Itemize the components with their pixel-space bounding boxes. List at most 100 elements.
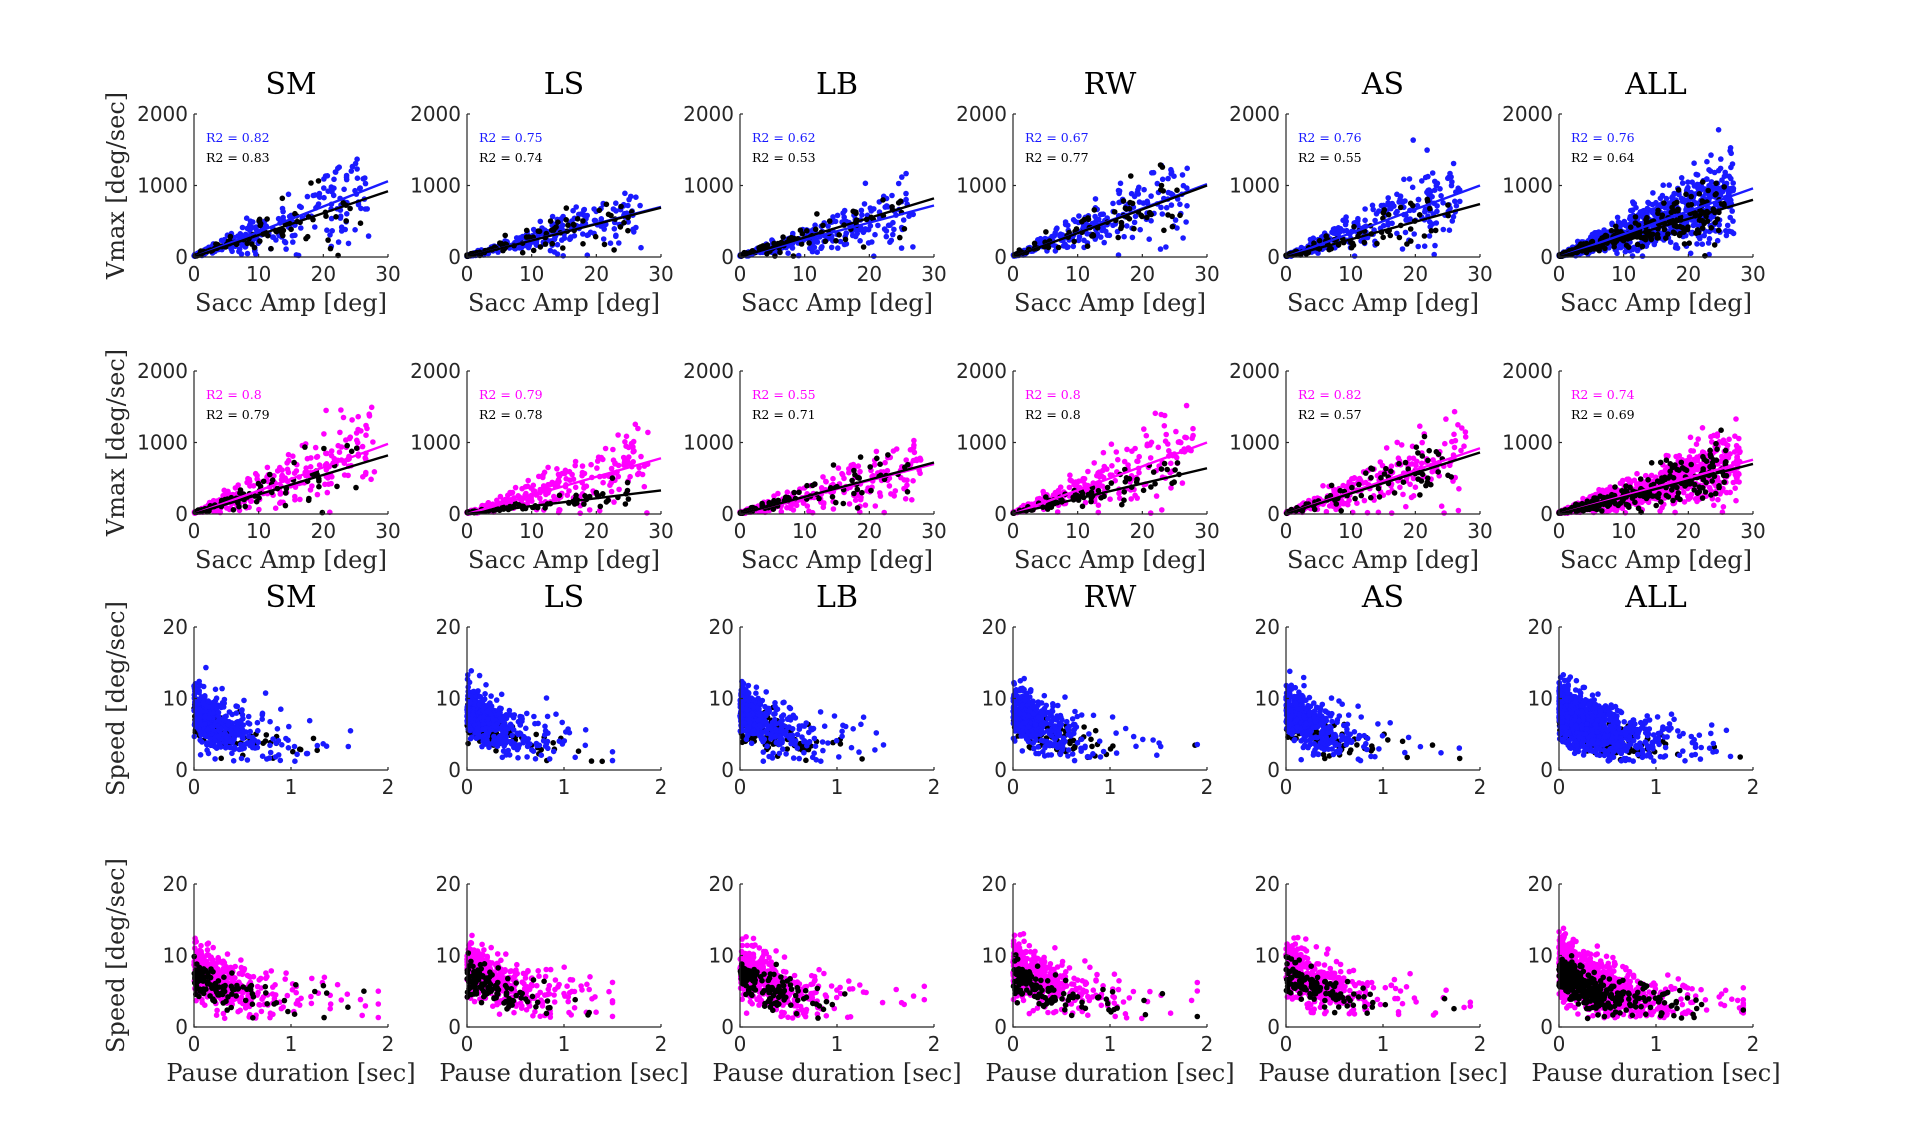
color-series-point — [337, 215, 344, 221]
color-series-point — [623, 433, 630, 440]
color-series-point — [1706, 167, 1712, 173]
color-series-point — [581, 206, 588, 213]
color-series-point — [865, 240, 872, 246]
black-series-point — [1383, 465, 1389, 472]
black-series-point — [1435, 451, 1442, 458]
color-series-point — [1184, 185, 1190, 191]
color-series-point — [612, 460, 618, 466]
black-series-point — [1333, 501, 1340, 507]
color-series-point — [1092, 196, 1099, 202]
color-series-point — [1639, 253, 1646, 259]
black-series-point — [1073, 226, 1080, 232]
black-series-point — [253, 498, 260, 505]
color-series-point — [622, 459, 629, 466]
color-series-point — [812, 222, 818, 228]
color-series-point — [1431, 187, 1438, 193]
r2-black-label: R2 = 0.57 — [1298, 407, 1362, 422]
color-series-point — [312, 192, 319, 198]
color-series-point — [314, 491, 321, 498]
color-series-point — [250, 483, 257, 489]
black-series-point — [547, 218, 554, 224]
black-series-point — [833, 238, 839, 244]
color-series-point — [1699, 241, 1706, 247]
color-series-point — [1380, 222, 1387, 229]
black-series-point — [1356, 481, 1362, 488]
y-tick-label: 2000 — [137, 359, 188, 383]
color-series-point — [1694, 241, 1700, 247]
color-series-point — [1434, 203, 1440, 209]
color-series-point — [1153, 493, 1160, 499]
color-series-point — [1414, 458, 1420, 465]
black-series-point — [1148, 211, 1154, 218]
black-series-point — [530, 247, 537, 254]
color-series-point — [1129, 234, 1136, 241]
y-tick-label: 2000 — [137, 102, 188, 126]
color-series-point — [1338, 500, 1345, 506]
color-series-point — [340, 414, 347, 421]
color-series-point — [872, 231, 878, 238]
color-series-point — [371, 469, 378, 475]
black-series-point — [1161, 227, 1167, 234]
color-series-point — [1395, 455, 1402, 462]
black-series-point — [1711, 242, 1718, 248]
black-series-point — [804, 482, 810, 489]
color-series-point — [1666, 182, 1672, 188]
color-series-point — [1064, 244, 1070, 251]
black-series-point — [1665, 231, 1671, 237]
black-series-point — [1613, 227, 1620, 234]
color-series-point — [857, 238, 863, 244]
r2-black-label: R2 = 0.55 — [1298, 150, 1362, 165]
black-series-point — [321, 445, 327, 452]
color-series-point — [626, 454, 632, 460]
x-tick-label: 10 — [519, 519, 544, 543]
color-series-point — [632, 421, 639, 428]
color-series-point — [639, 471, 646, 478]
color-series-point — [615, 473, 622, 480]
black-series-point — [1380, 234, 1386, 241]
y-tick-label: 0 — [1267, 502, 1280, 526]
color-series-point — [1131, 193, 1138, 200]
color-series-point — [1132, 213, 1139, 220]
black-series-point — [333, 214, 339, 220]
color-series-point — [321, 431, 327, 437]
color-series-point — [789, 245, 796, 251]
color-series-point — [315, 201, 322, 207]
color-series-point — [858, 207, 865, 214]
color-series-point — [1634, 247, 1641, 254]
color-series-point — [1389, 200, 1395, 207]
color-series-point — [1433, 182, 1440, 189]
black-series-point — [580, 241, 586, 247]
color-series-point — [558, 216, 565, 222]
black-series-point — [1407, 200, 1414, 207]
black-series-point — [327, 245, 334, 252]
color-series-point — [594, 465, 600, 471]
black-series-point — [1669, 204, 1675, 211]
color-series-point — [331, 176, 337, 183]
color-series-point — [1385, 195, 1391, 201]
color-series-point — [571, 233, 578, 239]
y-tick-label: 1000 — [956, 431, 1007, 455]
color-series-point — [883, 228, 890, 234]
color-series-point — [1660, 182, 1666, 188]
black-series-point — [1705, 187, 1711, 194]
x-tick-label: 20 — [311, 519, 336, 543]
black-series-point — [1676, 232, 1683, 239]
x-tick-label: 0 — [461, 519, 474, 543]
x-axis-label: Sacc Amp [deg] — [1287, 289, 1479, 317]
x-tick-label: 0 — [1280, 262, 1293, 286]
panel-title: LB — [816, 67, 858, 102]
color-series-point — [1168, 190, 1174, 197]
x-tick-label: 0 — [734, 519, 747, 543]
color-series-point — [354, 175, 361, 181]
color-series-point — [1104, 466, 1110, 472]
black-series-point — [1138, 212, 1144, 219]
color-series-point — [1614, 214, 1621, 221]
black-series-point — [1381, 207, 1388, 213]
black-series-point — [777, 249, 783, 256]
black-series-point — [1639, 243, 1646, 250]
color-series-point — [613, 233, 619, 240]
black-series-point — [1164, 466, 1170, 473]
black-series-point — [1158, 466, 1165, 472]
black-series-point — [822, 238, 829, 245]
black-series — [1283, 433, 1454, 517]
